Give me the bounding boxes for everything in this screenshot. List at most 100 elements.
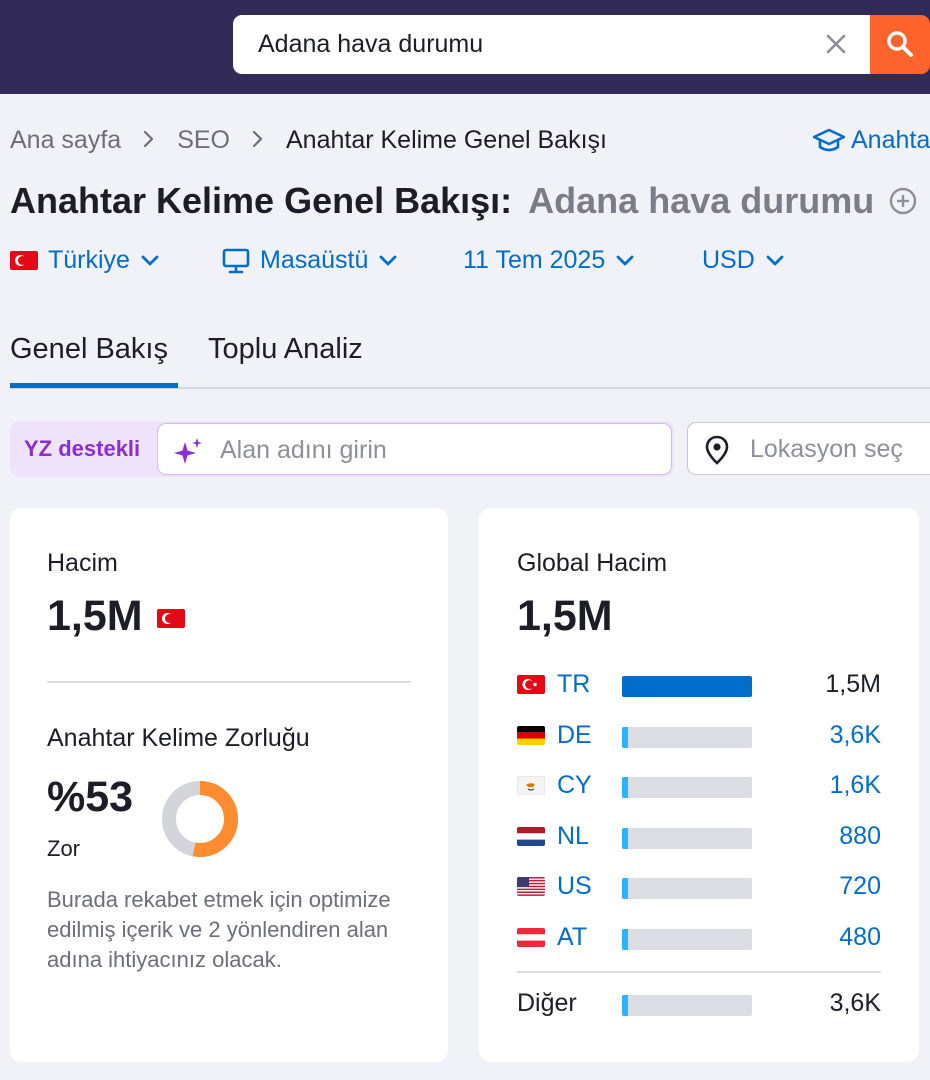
tab-active-indicator	[10, 383, 178, 388]
breadcrumb: Ana sayfa SEO Anahtar Kelime Genel Bakış…	[10, 126, 607, 155]
germany-flag-icon	[517, 726, 545, 745]
country-volume[interactable]: 880	[839, 822, 881, 850]
page-title: Anahtar Kelime Genel Bakışı: Adana hava …	[10, 180, 918, 222]
other-volume: 3,6K	[829, 989, 881, 1017]
card-divider	[517, 971, 881, 973]
country-volume[interactable]: 480	[839, 923, 881, 951]
volume-bar-fill	[622, 676, 752, 697]
country-code: DE	[557, 721, 592, 749]
chevron-down-icon	[379, 255, 397, 265]
domain-input[interactable]: Alan adını girin	[157, 423, 672, 475]
difficulty-value: %53	[47, 773, 134, 821]
country-code: AT	[557, 923, 588, 951]
search-button[interactable]	[870, 15, 930, 74]
search-input-value: Adana hava durumu	[258, 30, 484, 58]
breadcrumb-home[interactable]: Ana sayfa	[10, 126, 122, 154]
chevron-down-icon	[616, 255, 634, 265]
close-icon[interactable]	[821, 29, 851, 59]
turkey-flag-icon	[517, 675, 545, 694]
chevron-down-icon	[766, 255, 784, 265]
country-volume[interactable]: 1,6K	[829, 771, 881, 799]
country-code: NL	[557, 822, 589, 850]
cyprus-flag-icon	[517, 776, 545, 795]
global-volume-label: Global Hacim	[517, 549, 668, 577]
breadcrumb-seo[interactable]: SEO	[177, 126, 230, 154]
graduation-cap-icon	[813, 128, 845, 151]
sparkle-icon	[174, 438, 202, 464]
country-code: CY	[557, 771, 592, 799]
chevron-down-icon	[141, 255, 159, 265]
difficulty-label: Anahtar Kelime Zorluğu	[47, 724, 310, 752]
chevron-right-icon	[252, 126, 264, 155]
currency-filter-label: USD	[702, 246, 755, 274]
ai-powered-label: YZ destekli	[24, 436, 141, 461]
tab-overview[interactable]: Genel Bakış	[10, 333, 168, 365]
difficulty-description: Burada rekabet etmek için optimize edilm…	[47, 887, 391, 972]
global-volume-value: 1,5M	[517, 592, 613, 640]
date-filter[interactable]: 11 Tem 2025	[463, 246, 635, 275]
date-filter-label: 11 Tem 2025	[463, 246, 606, 274]
other-label: Diğer	[517, 989, 577, 1017]
domain-input-placeholder: Alan adını girin	[220, 436, 387, 464]
country-row[interactable]: TR 1,5M	[517, 668, 881, 702]
card-divider	[47, 681, 411, 683]
device-filter-label: Masaüstü	[260, 246, 369, 274]
difficulty-level: Zor	[47, 836, 80, 861]
turkey-flag-icon	[157, 609, 185, 628]
volume-bar	[622, 777, 752, 798]
country-code: US	[557, 872, 592, 900]
country-volume[interactable]: 720	[839, 872, 881, 900]
page-title-prefix: Anahtar Kelime Genel Bakışı:	[10, 180, 513, 221]
volume-bar-fill	[622, 828, 628, 849]
country-row[interactable]: NL 880	[517, 820, 881, 854]
location-select[interactable]: Lokasyon seç	[687, 422, 930, 475]
volume-bar-fill	[622, 929, 628, 950]
volume-label: Hacim	[47, 549, 118, 577]
donut-fill	[162, 781, 238, 857]
academy-link[interactable]: Anahta	[813, 126, 930, 155]
search-icon	[887, 31, 913, 57]
volume-bar-fill	[622, 878, 628, 899]
volume-bar-fill	[622, 727, 628, 748]
volume-value: 1,5M	[47, 592, 143, 640]
location-select-placeholder: Lokasyon seç	[750, 435, 903, 463]
turkey-flag-icon	[10, 251, 38, 270]
volume-bar	[622, 929, 752, 950]
volume-bar	[622, 995, 752, 1016]
volume-bar	[622, 727, 752, 748]
academy-label: Anahta	[851, 126, 930, 154]
currency-filter[interactable]: USD	[702, 246, 785, 275]
global-volume-card: Global Hacim 1,5M TR 1,5M DE 3,6K CY 1,6…	[479, 508, 919, 1062]
country-row[interactable]: US 720	[517, 870, 881, 904]
austria-flag-icon	[517, 928, 545, 947]
country-row[interactable]: CY 1,6K	[517, 769, 881, 803]
chevron-right-icon	[143, 126, 155, 155]
volume-bar-fill	[622, 777, 628, 798]
filter-bar: Türkiye Masaüstü 11 Tem 2025 USD	[10, 246, 930, 280]
tab-bulk-analysis[interactable]: Toplu Analiz	[208, 333, 363, 365]
country-volume: 1,5M	[825, 670, 881, 698]
device-filter[interactable]: Masaüstü	[222, 246, 398, 275]
difficulty-donut-chart	[162, 781, 238, 857]
volume-card: Hacim 1,5M Anahtar Kelime Zorluğu %53 Zo…	[10, 508, 448, 1062]
top-bar: Adana hava durumu	[0, 0, 930, 94]
page-title-keyword: Adana hava durumu	[528, 180, 875, 221]
search-input[interactable]: Adana hava durumu	[233, 15, 873, 74]
country-row[interactable]: DE 3,6K	[517, 719, 881, 753]
country-code: TR	[557, 670, 591, 698]
country-filter-label: Türkiye	[48, 246, 130, 274]
breadcrumb-current: Anahtar Kelime Genel Bakışı	[285, 126, 607, 154]
netherlands-flag-icon	[517, 827, 545, 846]
ai-powered-panel: YZ destekli Alan adını girin	[10, 421, 674, 477]
desktop-icon	[222, 248, 250, 273]
country-volume[interactable]: 3,6K	[829, 721, 881, 749]
country-row[interactable]: AT 480	[517, 921, 881, 955]
volume-bar-fill	[622, 995, 628, 1016]
volume-bar	[622, 878, 752, 899]
add-circle-icon[interactable]	[888, 186, 918, 216]
tab-divider	[10, 387, 930, 389]
country-filter[interactable]: Türkiye	[10, 246, 160, 275]
other-countries-row: Diğer 3,6K	[517, 987, 881, 1021]
volume-bar	[622, 828, 752, 849]
usa-flag-icon	[517, 877, 545, 896]
